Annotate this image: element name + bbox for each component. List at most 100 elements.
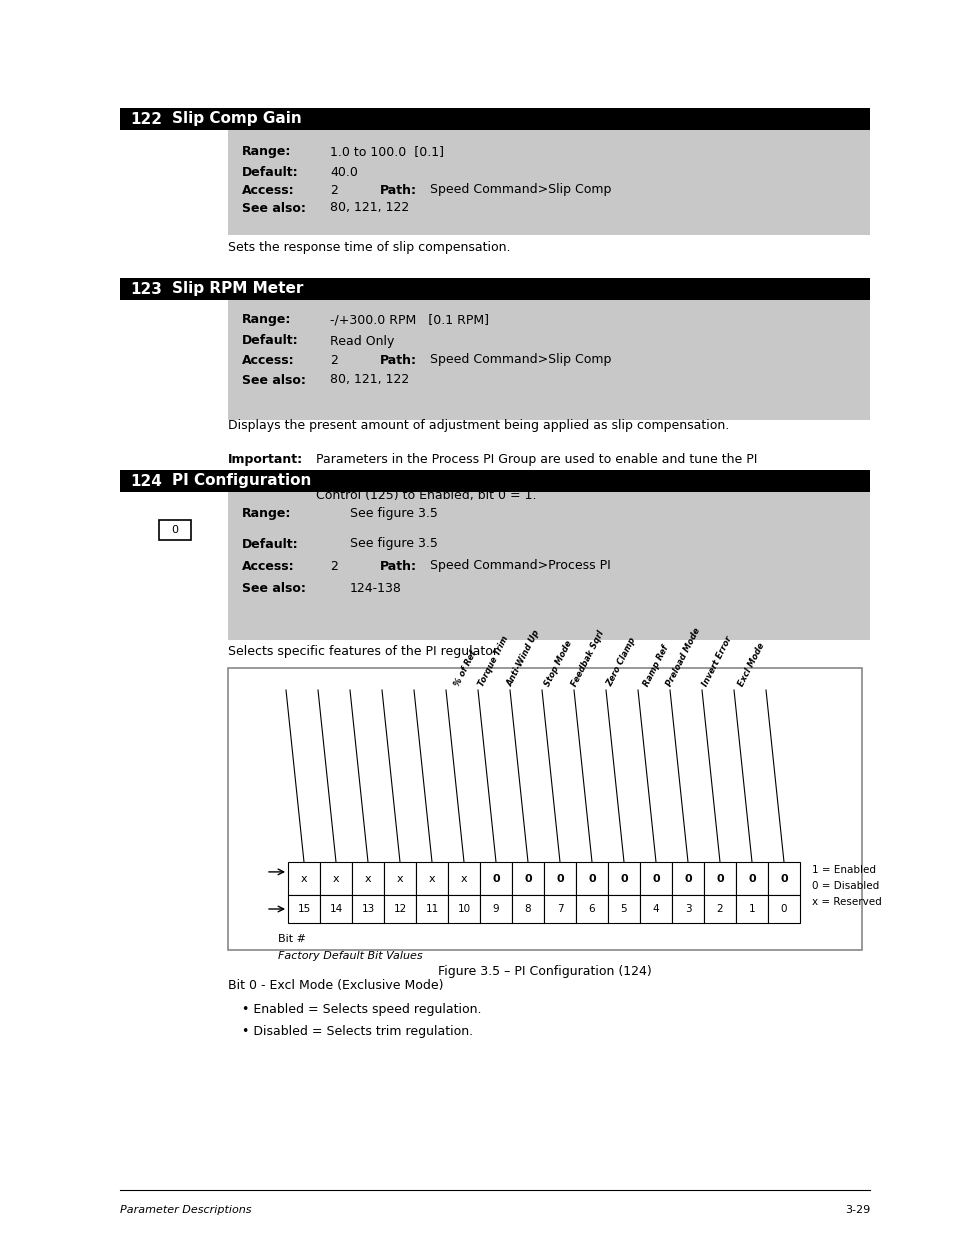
Bar (735, 862, 767, 895)
Text: Stop Mode: Stop Mode (542, 638, 574, 688)
Bar (512, 862, 543, 895)
Text: 0: 0 (780, 904, 786, 914)
Text: See also:: See also: (242, 201, 306, 215)
Text: Range:: Range: (242, 146, 291, 158)
Text: Default:: Default: (242, 335, 298, 347)
Text: -/+300.0 RPM   [0.1 RPM]: -/+300.0 RPM [0.1 RPM] (330, 314, 489, 326)
Bar (543, 862, 576, 895)
Text: Preload Mode: Preload Mode (664, 626, 701, 688)
Text: Default:: Default: (242, 167, 298, 179)
Text: 0: 0 (492, 873, 499, 883)
Text: • Enabled = Selects speed regulation.: • Enabled = Selects speed regulation. (242, 1003, 481, 1015)
Text: See also:: See also: (242, 373, 306, 387)
Text: Important:: Important: (228, 453, 303, 467)
Text: Bit #: Bit # (277, 934, 306, 944)
Text: Feedbak Sqrl: Feedbak Sqrl (570, 629, 605, 688)
Text: 8: 8 (524, 904, 531, 914)
Text: x: x (460, 873, 467, 883)
Text: Speed Command>Slip Comp: Speed Command>Slip Comp (430, 353, 611, 367)
Bar (639, 895, 671, 923)
Text: Default:: Default: (242, 537, 298, 551)
Text: 0: 0 (747, 873, 755, 883)
Text: Displays the present amount of adjustment being applied as slip compensation.: Displays the present amount of adjustmen… (228, 420, 728, 432)
Text: 1: 1 (748, 904, 755, 914)
Text: Slip RPM Meter: Slip RPM Meter (172, 282, 303, 296)
Text: x: x (428, 873, 435, 883)
Text: Excl Mode: Excl Mode (736, 641, 765, 688)
Text: Read Only: Read Only (330, 335, 394, 347)
Text: Range:: Range: (242, 314, 291, 326)
Bar (416, 862, 448, 895)
Text: Access:: Access: (242, 353, 294, 367)
Bar (703, 895, 735, 923)
Text: x: x (333, 873, 339, 883)
Text: 2: 2 (330, 184, 337, 196)
Text: 1.0 to 100.0  [0.1]: 1.0 to 100.0 [0.1] (330, 146, 443, 158)
Bar (228, 130, 869, 235)
Text: Speed Command>Slip Comp: Speed Command>Slip Comp (430, 184, 611, 196)
Bar (703, 862, 735, 895)
Bar (671, 862, 703, 895)
Text: 80, 121, 122: 80, 121, 122 (330, 201, 409, 215)
Bar (319, 862, 352, 895)
Text: 2: 2 (716, 904, 722, 914)
Text: Path:: Path: (379, 353, 416, 367)
Text: x = Reserved: x = Reserved (811, 897, 881, 906)
Text: Sets the response time of slip compensation.: Sets the response time of slip compensat… (228, 242, 510, 254)
Bar (120, 107, 869, 130)
Text: 12: 12 (393, 904, 406, 914)
Bar (512, 895, 543, 923)
Text: 3: 3 (684, 904, 691, 914)
Bar (735, 895, 767, 923)
Text: 2: 2 (330, 559, 337, 573)
Text: 40.0: 40.0 (330, 167, 357, 179)
Text: 0: 0 (523, 873, 531, 883)
Text: % of Ref: % of Ref (452, 650, 477, 688)
Text: Access:: Access: (242, 184, 294, 196)
Text: 10: 10 (456, 904, 470, 914)
Text: Slip Comp Gain: Slip Comp Gain (172, 111, 301, 126)
Text: 0: 0 (172, 525, 178, 535)
Text: Ramp Ref: Ramp Ref (640, 643, 669, 688)
Text: 0: 0 (619, 873, 627, 883)
Bar (120, 471, 869, 492)
Text: 11: 11 (425, 904, 438, 914)
Text: 15: 15 (297, 904, 311, 914)
Bar (416, 895, 448, 923)
Bar (288, 862, 319, 895)
Text: Parameter Descriptions: Parameter Descriptions (120, 1205, 252, 1215)
Text: Factory Default Bit Values: Factory Default Bit Values (277, 951, 422, 961)
Bar (671, 895, 703, 923)
Text: x: x (300, 873, 307, 883)
Text: Range:: Range: (242, 508, 291, 520)
Text: Access:: Access: (242, 559, 294, 573)
Bar (639, 862, 671, 895)
Bar (352, 895, 384, 923)
Bar (479, 895, 512, 923)
Text: Invert Error: Invert Error (700, 635, 733, 688)
Text: 7: 7 (557, 904, 562, 914)
Bar (576, 895, 607, 923)
Text: PI Configuration: PI Configuration (172, 473, 311, 489)
Text: 3-29: 3-29 (843, 1205, 869, 1215)
Bar (228, 492, 869, 640)
Text: See also:: See also: (242, 582, 306, 594)
Bar (607, 895, 639, 923)
Text: 0: 0 (556, 873, 563, 883)
Text: Anti-Wind Up: Anti-Wind Up (505, 629, 541, 688)
Text: 122: 122 (130, 111, 162, 126)
Text: Figure 3.5 – PI Configuration (124): Figure 3.5 – PI Configuration (124) (437, 966, 651, 978)
Text: Zero Clamp: Zero Clamp (605, 636, 638, 688)
Text: 123: 123 (130, 282, 162, 296)
Bar (448, 862, 479, 895)
Bar (448, 895, 479, 923)
Text: 14: 14 (329, 904, 342, 914)
Bar (352, 862, 384, 895)
Bar (576, 862, 607, 895)
Text: 124-138: 124-138 (350, 582, 401, 594)
Text: See figure 3.5: See figure 3.5 (350, 537, 437, 551)
Bar (767, 895, 800, 923)
Text: 0: 0 (652, 873, 659, 883)
Text: 0: 0 (780, 873, 787, 883)
Text: 0: 0 (588, 873, 596, 883)
